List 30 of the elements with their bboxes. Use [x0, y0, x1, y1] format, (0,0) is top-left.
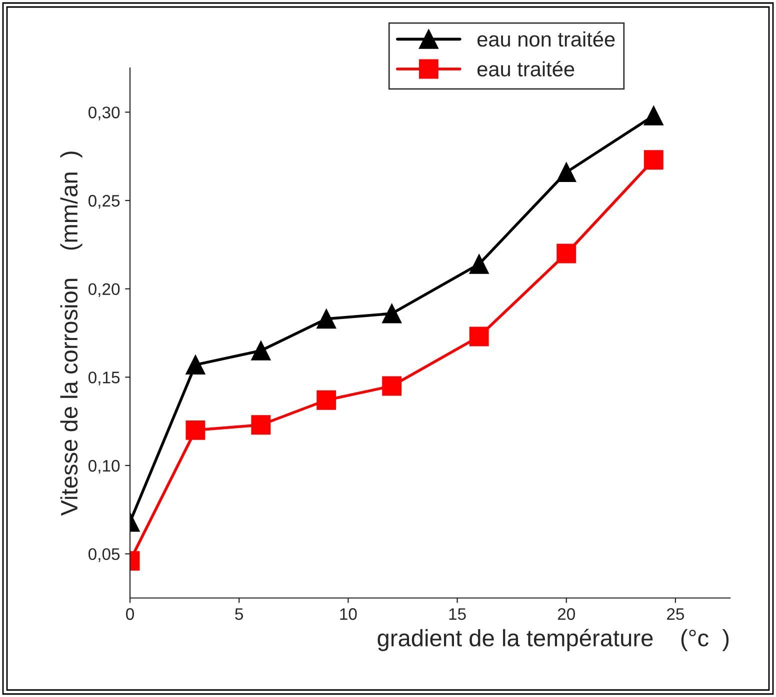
x-tick-label: 5	[235, 608, 244, 620]
point	[469, 326, 489, 346]
y-tick-label: 0,15	[88, 372, 120, 386]
point	[316, 390, 336, 410]
point	[251, 340, 271, 360]
y-axis-title: Vitesse de la corrosion (mm/an )	[60, 152, 82, 516]
point	[251, 415, 271, 435]
legend-label: eau non traitée	[477, 31, 615, 47]
point	[316, 309, 336, 329]
x-tick-label: 20	[558, 608, 575, 620]
point	[644, 150, 664, 170]
point	[556, 162, 576, 182]
legend-label: eau traitée	[477, 60, 574, 77]
y-tick-label: 0,10	[88, 460, 120, 474]
x-tick-label: 25	[667, 608, 684, 620]
x-tick-label: 15	[449, 608, 466, 620]
point	[469, 254, 489, 274]
y-tick-label: 0,05	[88, 548, 120, 562]
point	[186, 420, 206, 440]
x-tick-label: 10	[340, 608, 357, 620]
y-tick-label: 0,20	[88, 283, 120, 298]
y-tick-label: 0,30	[88, 106, 120, 120]
x-tick-label: 0	[126, 608, 134, 620]
point	[186, 355, 206, 375]
y-tick-label: 0,25	[88, 194, 120, 209]
point	[382, 376, 402, 396]
x-axis-title: gradient de la température (°c )	[378, 628, 729, 652]
point	[556, 244, 576, 264]
point	[644, 106, 664, 126]
point	[382, 304, 402, 324]
